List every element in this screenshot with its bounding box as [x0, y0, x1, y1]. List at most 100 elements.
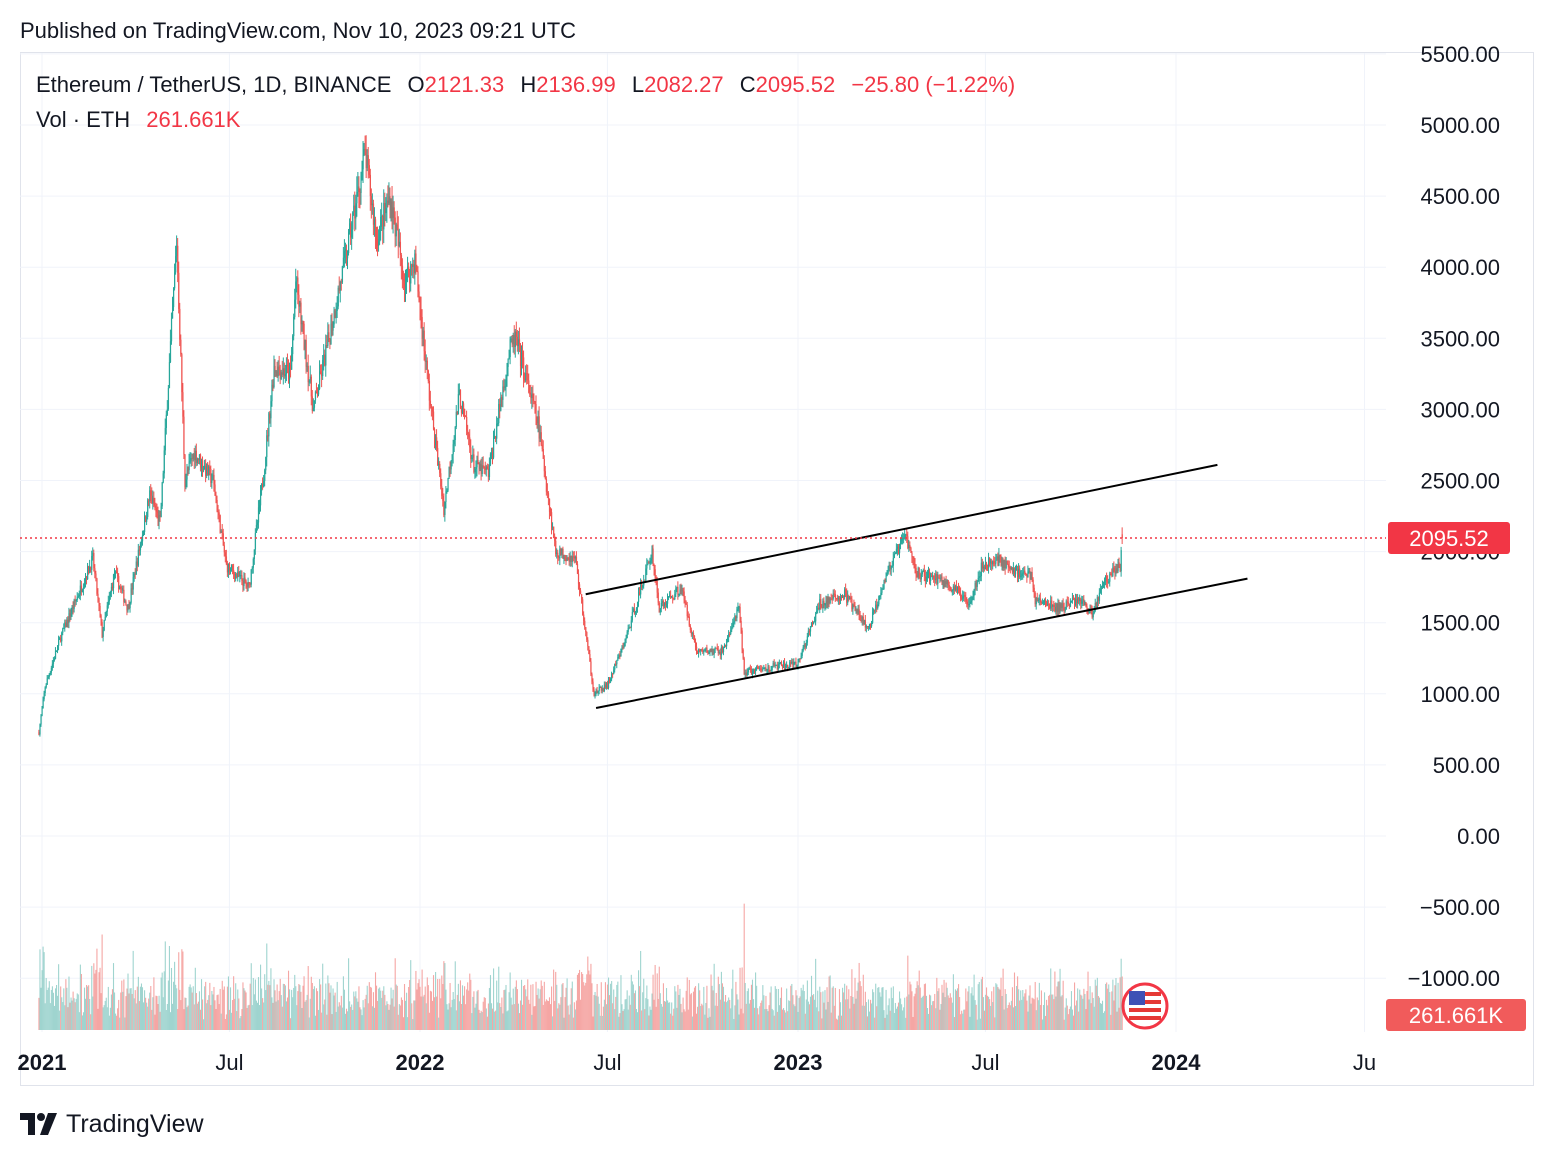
- candle-body: [226, 563, 229, 573]
- volume-bar: [423, 994, 425, 1030]
- volume-bar: [168, 946, 170, 1030]
- volume-bar: [202, 999, 204, 1030]
- candle-body: [886, 573, 888, 576]
- volume-bar: [174, 961, 176, 1030]
- candle-body: [418, 291, 420, 300]
- chart-frame[interactable]: [20, 52, 1534, 1086]
- candle-body: [363, 149, 365, 155]
- candle-body: [619, 654, 621, 657]
- candle-body: [885, 575, 887, 583]
- price-tick-label: 5000.00: [1420, 113, 1500, 138]
- volume-bar: [341, 1007, 343, 1030]
- volume-bar: [657, 998, 659, 1030]
- candle-body: [895, 548, 898, 553]
- volume-bar: [1072, 1015, 1075, 1030]
- volume-bar: [47, 987, 49, 1030]
- volume-bar: [935, 1008, 937, 1030]
- candle-body: [568, 558, 570, 562]
- volume-bar: [675, 991, 677, 1030]
- candle-body: [777, 664, 780, 670]
- candle-body: [602, 688, 605, 691]
- candle-body: [704, 649, 706, 652]
- volume-bar: [1000, 977, 1002, 1030]
- volume-bar: [908, 994, 910, 1030]
- candle-body: [1038, 598, 1040, 601]
- candle-body: [744, 672, 746, 675]
- candle-body: [599, 686, 601, 688]
- volume-bar: [586, 974, 588, 1030]
- volume-bar: [252, 978, 254, 1030]
- candle-body: [447, 478, 449, 491]
- volume-bar: [990, 1005, 992, 1030]
- candle-body: [721, 646, 724, 653]
- candle-body: [453, 439, 455, 445]
- volume-bar: [707, 1017, 709, 1030]
- volume-bar: [150, 985, 152, 1030]
- volume-bar: [457, 983, 459, 1030]
- volume-label[interactable]: Vol · ETH: [36, 107, 131, 132]
- candle-body: [993, 561, 995, 564]
- volume-bar: [87, 986, 89, 1030]
- volume-bar: [748, 1003, 750, 1030]
- candle-body: [732, 622, 734, 628]
- candle-body: [871, 622, 873, 627]
- candle-body: [990, 561, 992, 564]
- candle-body: [472, 454, 474, 458]
- volume-bar: [431, 1000, 434, 1030]
- candle-body: [1027, 571, 1029, 578]
- tradingview-footer[interactable]: TradingView: [20, 1108, 204, 1140]
- volume-bar: [299, 985, 301, 1030]
- volume-bar: [1103, 1012, 1105, 1030]
- candle-body: [1079, 599, 1081, 602]
- volume-bar: [942, 992, 944, 1030]
- candle-body: [603, 684, 606, 691]
- volume-bar: [418, 979, 420, 1030]
- volume-bar: [761, 1000, 763, 1030]
- candle-body: [1028, 571, 1030, 573]
- symbol-title[interactable]: Ethereum / TetherUS, 1D, BINANCE: [36, 72, 392, 97]
- candle-body: [973, 588, 975, 596]
- candle-body: [101, 622, 103, 637]
- candle-body: [1119, 567, 1121, 572]
- candle-body: [320, 371, 322, 374]
- volume-bar: [122, 991, 124, 1030]
- candle-body: [440, 473, 442, 487]
- candle-body: [956, 586, 959, 591]
- candle-body: [1035, 597, 1037, 605]
- candle-body: [822, 600, 824, 608]
- volume-bar: [1107, 988, 1109, 1030]
- candle-body: [582, 599, 584, 615]
- volume-bar: [486, 1016, 488, 1030]
- volume-bar: [954, 989, 957, 1030]
- candle-body: [508, 357, 510, 359]
- candle-body: [786, 665, 788, 667]
- volume-bar: [968, 986, 970, 1030]
- volume-bar: [462, 995, 465, 1030]
- volume-bar: [345, 1008, 348, 1030]
- candle-body: [766, 669, 768, 671]
- candle-body: [770, 669, 772, 671]
- volume-bar: [611, 981, 613, 1030]
- volume-bar: [72, 991, 74, 1030]
- candle-body: [730, 629, 732, 635]
- volume-bar: [148, 998, 150, 1030]
- candle-body: [210, 468, 212, 484]
- volume-bar: [877, 987, 879, 1030]
- volume-bar: [851, 969, 853, 1030]
- volume-bar: [512, 988, 514, 1030]
- volume-bar: [149, 992, 151, 1030]
- volume-bar: [997, 987, 999, 1030]
- volume-bar: [926, 1008, 929, 1030]
- volume-bar: [861, 1005, 863, 1030]
- candle-body: [368, 165, 370, 175]
- volume-bar: [182, 951, 184, 1030]
- candle-body: [202, 460, 204, 471]
- volume-bar: [664, 1001, 667, 1030]
- candle-body: [256, 522, 259, 525]
- volume-bar: [1092, 997, 1094, 1030]
- volume-bar: [81, 1015, 83, 1030]
- candle-body: [269, 413, 271, 419]
- candle-body: [373, 219, 376, 225]
- candle-body: [341, 266, 344, 283]
